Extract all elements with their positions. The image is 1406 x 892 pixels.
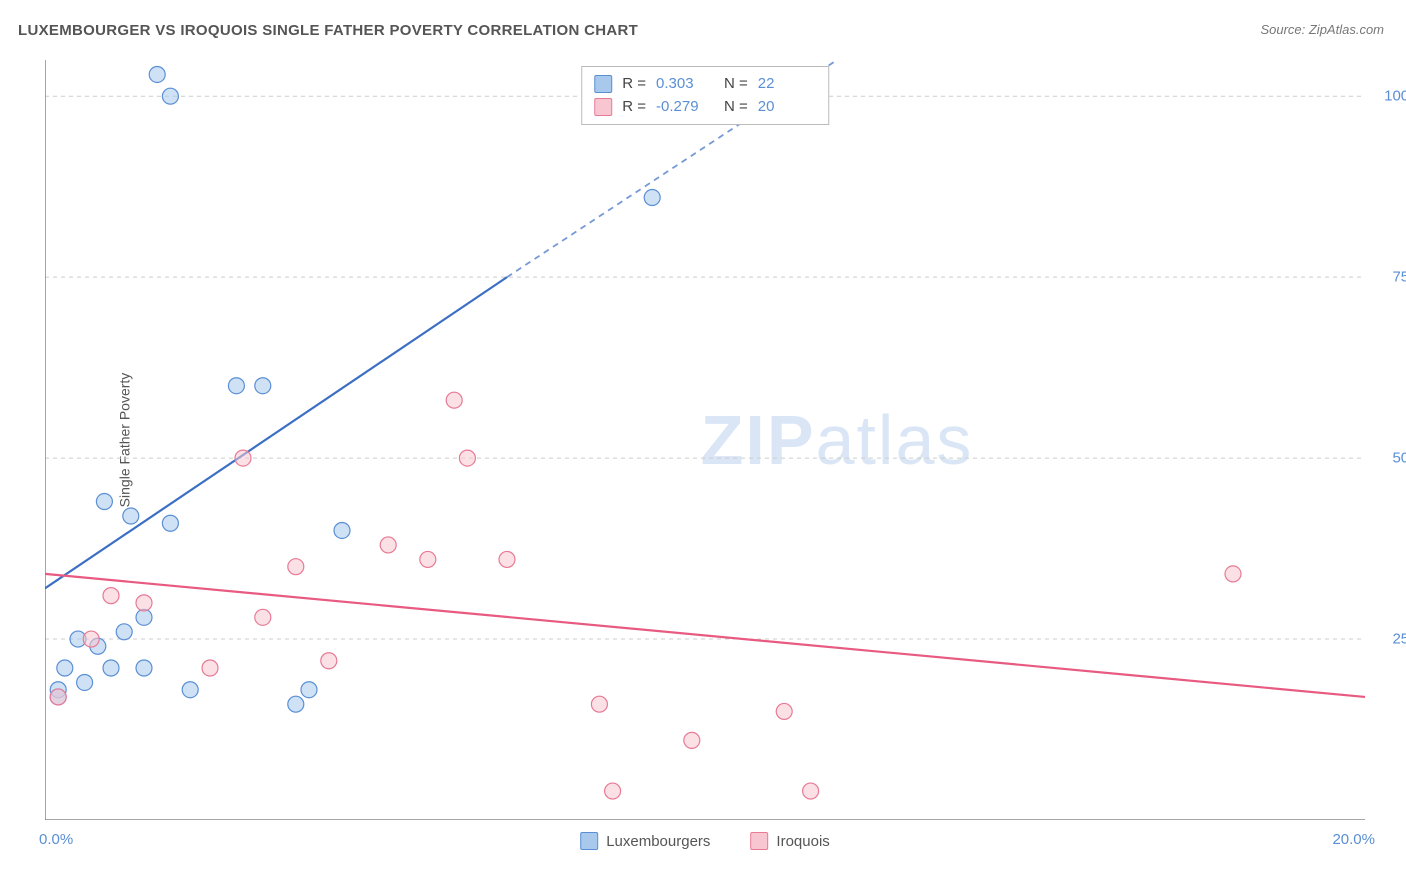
r-value: 0.303 bbox=[656, 73, 714, 96]
y-tick-label: 25.0% bbox=[1392, 631, 1406, 648]
legend-item-1: Luxembourgers bbox=[580, 832, 710, 850]
r-label: R = bbox=[622, 96, 646, 119]
r-value: -0.279 bbox=[656, 96, 714, 119]
stats-row-2: R = -0.279 N = 20 bbox=[594, 96, 816, 119]
source-label: Source: ZipAtlas.com bbox=[1260, 22, 1384, 37]
n-value: 20 bbox=[758, 96, 816, 119]
y-tick-label: 100.0% bbox=[1384, 88, 1406, 105]
series-swatch-icon bbox=[580, 832, 598, 850]
stats-row-1: R = 0.303 N = 22 bbox=[594, 73, 816, 96]
x-tick-right: 20.0% bbox=[1332, 831, 1375, 848]
n-label: N = bbox=[724, 96, 748, 119]
series-swatch-icon bbox=[750, 832, 768, 850]
series-swatch-icon bbox=[594, 75, 612, 93]
x-tick-left: 0.0% bbox=[39, 831, 73, 848]
chart-container: LUXEMBOURGER VS IROQUOIS SINGLE FATHER P… bbox=[0, 0, 1406, 892]
series-swatch-icon bbox=[594, 98, 612, 116]
series-legend: Luxembourgers Iroquois bbox=[580, 832, 830, 850]
scatter-svg bbox=[45, 60, 1365, 820]
n-label: N = bbox=[724, 73, 748, 96]
series-name: Luxembourgers bbox=[606, 833, 710, 850]
n-value: 22 bbox=[758, 73, 816, 96]
chart-title: LUXEMBOURGER VS IROQUOIS SINGLE FATHER P… bbox=[18, 22, 638, 39]
legend-item-2: Iroquois bbox=[750, 832, 829, 850]
stats-legend: R = 0.303 N = 22 R = -0.279 N = 20 bbox=[581, 66, 829, 125]
y-tick-label: 50.0% bbox=[1392, 450, 1406, 467]
r-label: R = bbox=[622, 73, 646, 96]
series-name: Iroquois bbox=[776, 833, 829, 850]
y-tick-label: 75.0% bbox=[1392, 269, 1406, 286]
plot-area: Single Father Poverty ZIPatlas R = 0.303… bbox=[45, 60, 1365, 820]
